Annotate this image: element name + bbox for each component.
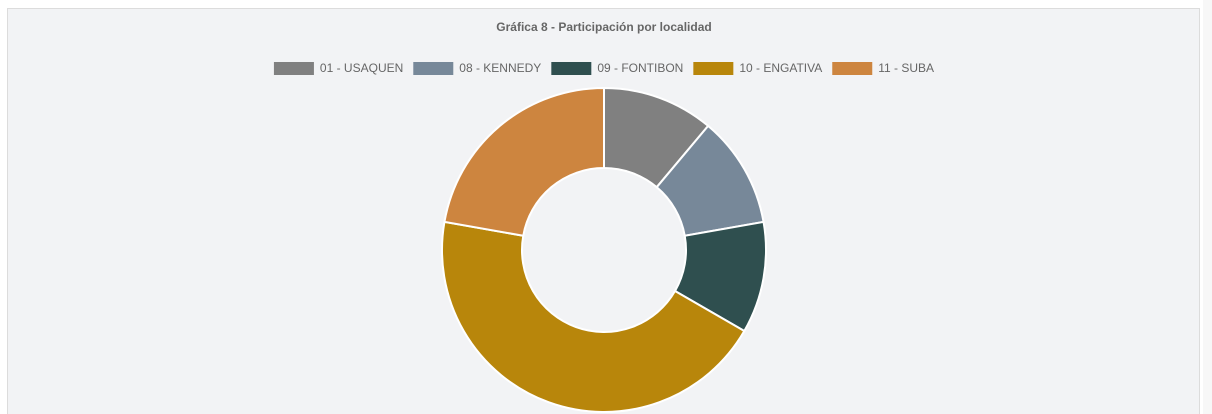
scrollbar <box>1203 0 1212 414</box>
legend-swatch <box>413 62 454 75</box>
legend-swatch <box>693 62 734 75</box>
legend-swatch <box>832 62 873 75</box>
doughnut-slice <box>443 86 605 237</box>
legend: 01 - USAQUEN 08 - KENNEDY 09 - FONTIBON 10 … <box>273 61 934 75</box>
doughnut-slice <box>441 220 746 413</box>
legend-label: 01 - USAQUEN <box>320 61 403 75</box>
chart-title: Gráfica 8 - Participación por localidad <box>496 20 711 34</box>
legend-swatch <box>551 62 592 75</box>
legend-label: 08 - KENNEDY <box>459 61 541 75</box>
legend-label: 11 - SUBA <box>878 61 934 75</box>
legend-label: 09 - FONTIBON <box>597 61 683 75</box>
legend-label: 10 - ENGATIVA <box>739 61 822 75</box>
legend-swatch <box>273 62 314 75</box>
